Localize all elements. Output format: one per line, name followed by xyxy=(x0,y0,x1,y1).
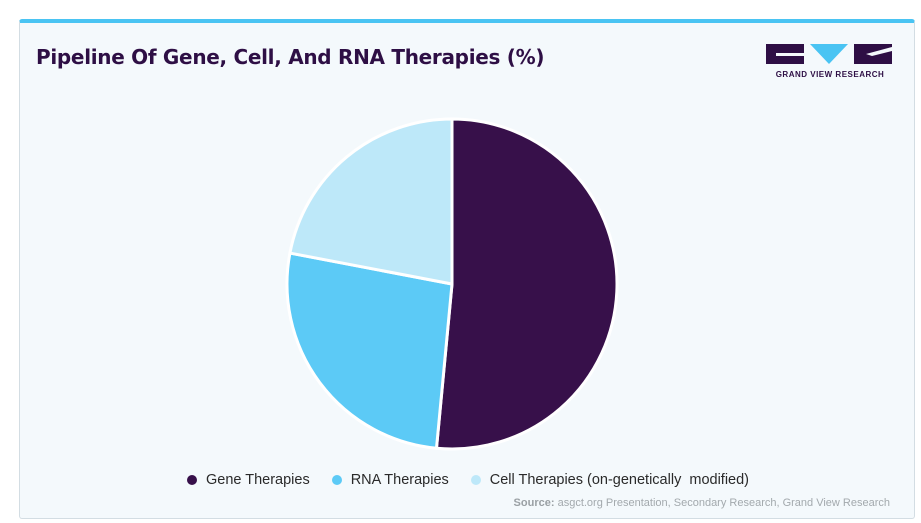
legend-item: Gene Therapies xyxy=(186,472,310,488)
legend-swatch xyxy=(186,475,197,485)
chart-legend: Gene Therapies RNA Therapies Cell Therapie… xyxy=(20,472,916,488)
legend-label: Cell Therapies (on-genetically modified) xyxy=(489,472,750,488)
chart-card: Pipeline Of Gene, Cell, And RNA Therapie… xyxy=(19,19,915,519)
legend-label: Gene Therapies xyxy=(205,472,310,488)
legend-item: RNA Therapies xyxy=(331,472,449,488)
grand-view-research-logo: GRAND VIEW RESEARCH xyxy=(766,43,894,85)
legend-item: Cell Therapies (on-genetically modified) xyxy=(470,472,750,488)
source-note: Source: asgct.org Presentation, Secondar… xyxy=(514,497,890,509)
pie-slice-gene-therapies xyxy=(434,117,619,451)
pie-slice-cell-therapies xyxy=(288,117,454,286)
pie-chart xyxy=(285,117,619,451)
source-label: Source: xyxy=(513,497,555,509)
legend-swatch xyxy=(470,475,481,485)
legend-label: RNA Therapies xyxy=(350,472,449,488)
source-text: asgct.org Presentation, Secondary Resear… xyxy=(557,497,890,509)
logo-brand-text: GRAND VIEW RESEARCH xyxy=(775,70,885,79)
legend-swatch xyxy=(331,475,342,485)
gvr-logo-mark xyxy=(766,44,892,64)
pie-slice-rna-therapies xyxy=(285,251,454,450)
chart-title: Pipeline Of Gene, Cell, And RNA Therapie… xyxy=(36,45,545,69)
